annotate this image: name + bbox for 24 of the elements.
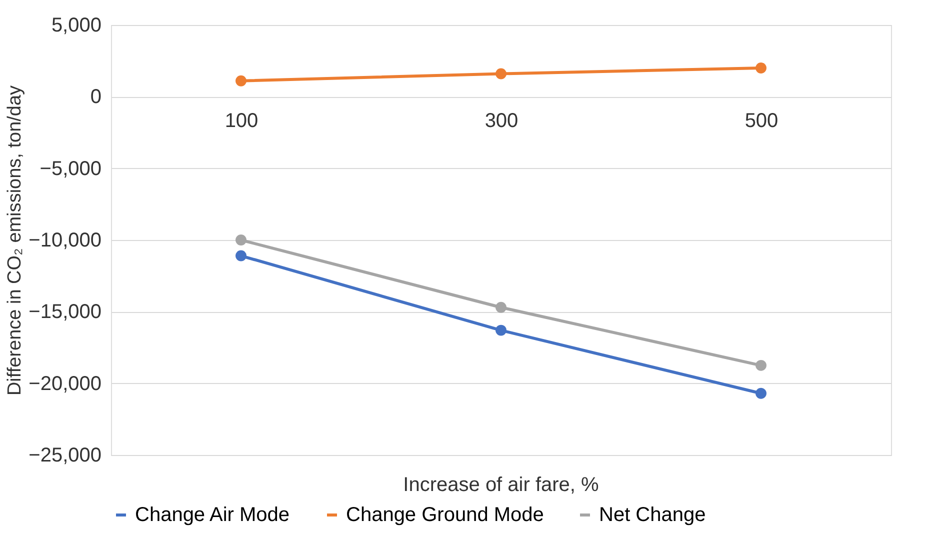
y-tick-label: 0 xyxy=(90,86,102,108)
point xyxy=(496,68,506,80)
point xyxy=(756,62,766,74)
y-tick-label: −5,000 xyxy=(40,158,102,180)
legend-label: Change Ground Mode xyxy=(346,504,544,526)
x-axis-title: Increase of air fare, % xyxy=(403,474,600,496)
y-tick-label: −15,000 xyxy=(28,301,102,324)
y-tick-label: −25,000 xyxy=(28,444,102,466)
point xyxy=(496,302,506,313)
point xyxy=(496,324,506,336)
point xyxy=(236,234,246,246)
y-tick-label: −20,000 xyxy=(28,372,102,395)
y-tick-label: 5,000 xyxy=(51,14,102,36)
point xyxy=(756,388,766,399)
point xyxy=(236,75,246,86)
point xyxy=(236,250,246,262)
y-tick-label: −10,000 xyxy=(28,230,102,252)
x-tick-label: 100 xyxy=(224,110,258,132)
legend-label: Net Change xyxy=(599,504,706,526)
y-axis-title: Difference in CO₂ emissions, ton/day xyxy=(4,84,26,396)
x-tick-label: 500 xyxy=(744,110,778,132)
point xyxy=(756,360,766,371)
x-tick-label: 300 xyxy=(484,110,518,132)
legend-label: Change Air Mode xyxy=(135,504,290,526)
